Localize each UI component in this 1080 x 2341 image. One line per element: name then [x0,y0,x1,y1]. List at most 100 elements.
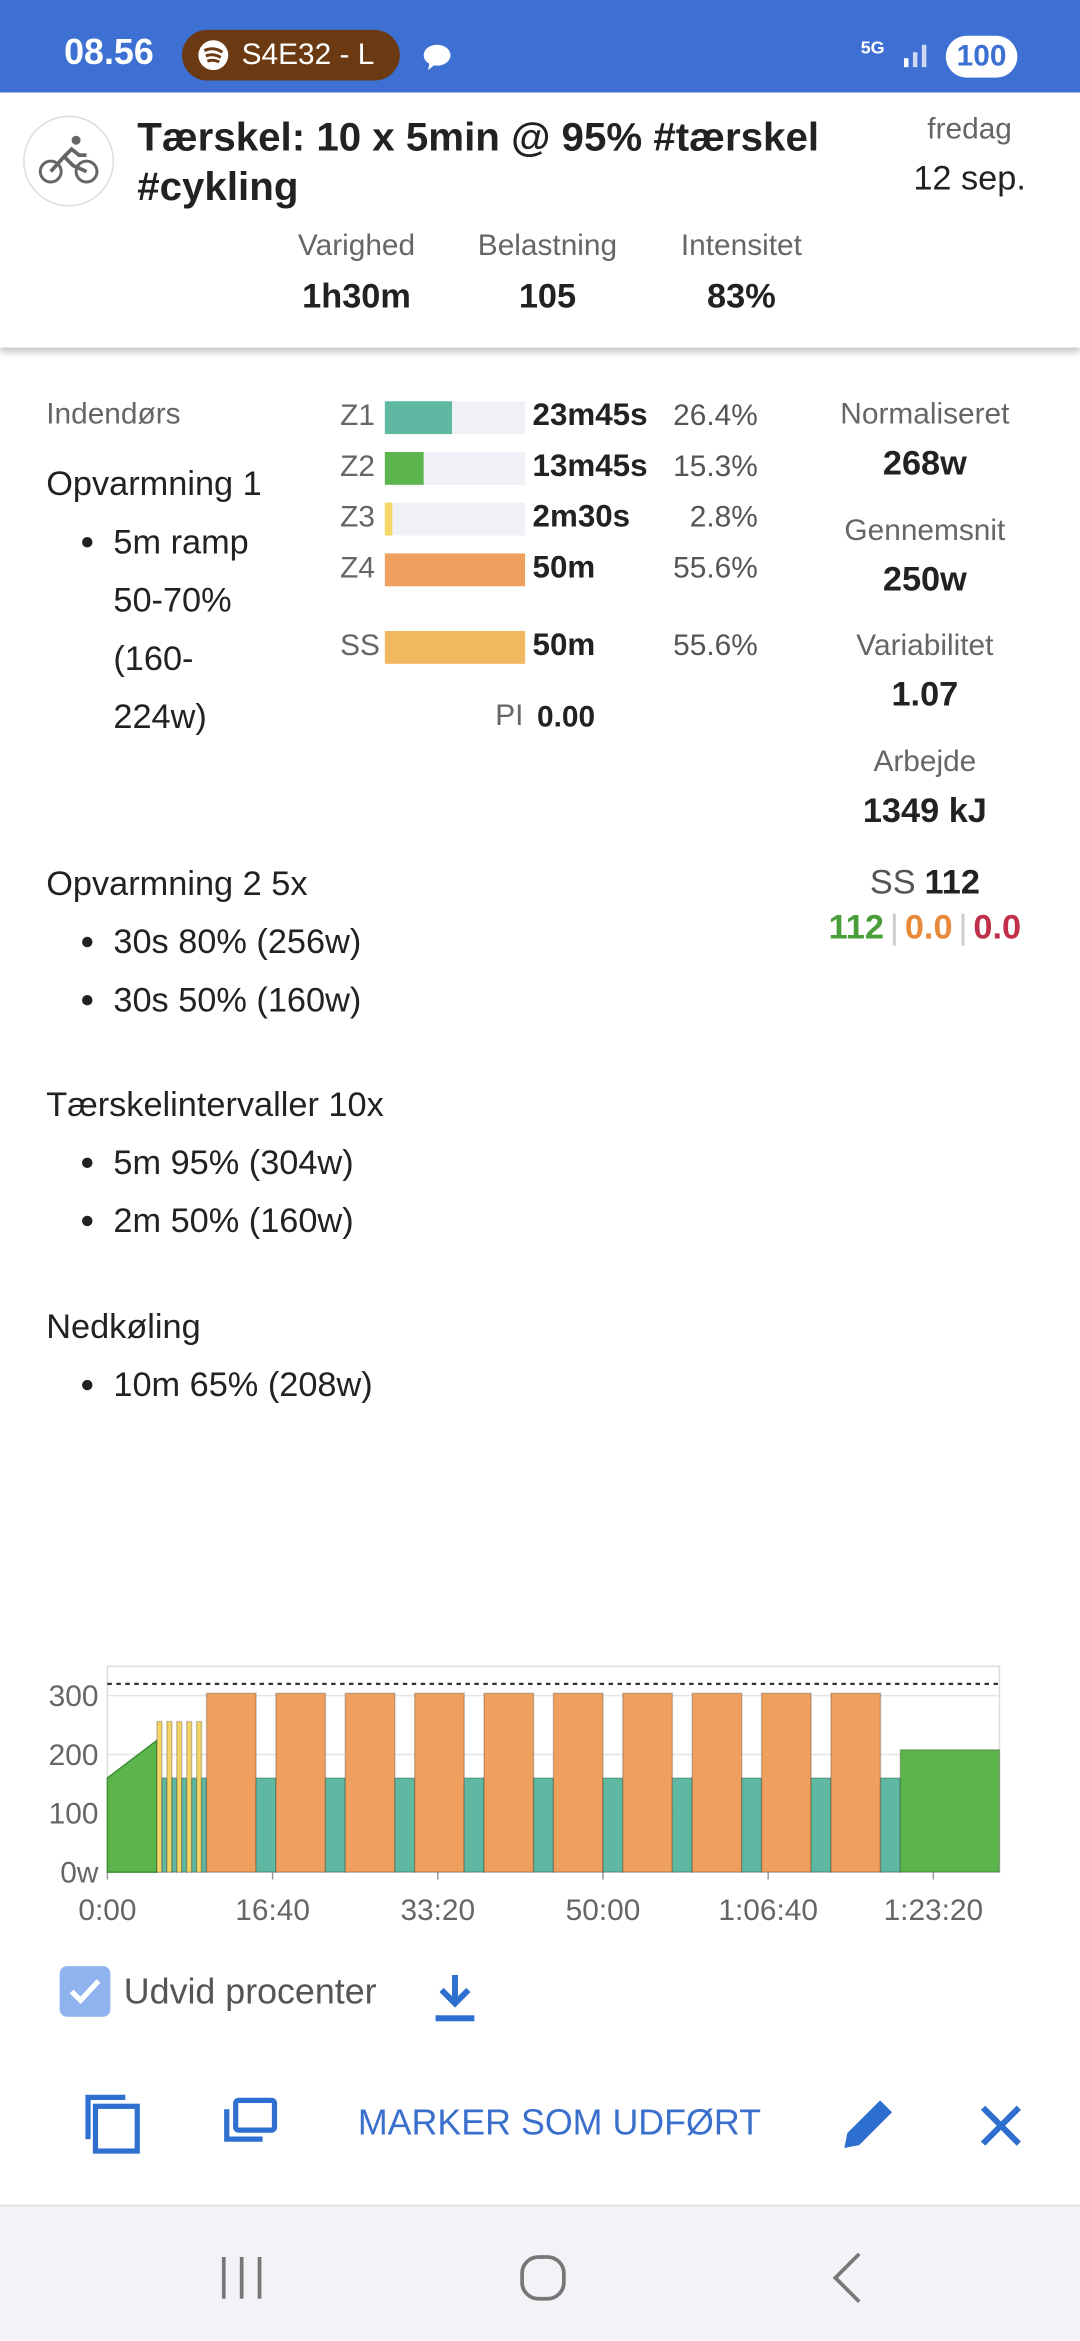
workout-title: Tærskel: 10 x 5min @ 95% #tærskel #cykli… [137,114,820,209]
section-title: Tærskelintervaller 10x [46,1084,384,1124]
section-title: Opvarmning 1 [46,463,262,503]
zone-name: Z3 [340,501,375,535]
pi-value: 0.00 [537,701,596,734]
zone-name: SS [340,629,380,663]
zone-time: 50m [532,628,596,663]
power-ramp [106,1738,158,1873]
zone-bar [384,451,424,485]
stat-label: Intensitet [680,229,802,263]
step: 5m 95% (304w) [113,1134,643,1192]
y-tick-label: 0w [60,1857,99,1890]
zone-percent: 26.4% [673,399,758,433]
stress-label: SS [869,862,916,901]
section: Opvarmning 1 5m ramp 50-70% (160-224w) [46,455,307,746]
duplicate-button[interactable] [218,2088,284,2154]
section: Tærskelintervaller 10x 5m 95% (304w)2m 50… [46,1076,643,1251]
stress-score: SS 112 [870,862,980,902]
chat-icon [423,44,451,71]
section: Opvarmning 2 5x 30s 80% (256w)30s 50% (16… [46,855,643,1030]
y-tick-label: 300 [49,1680,99,1713]
stat-value: 83% [707,275,776,315]
stress-part: 0.0 [904,906,953,946]
zone-time: 23m45s [532,398,648,433]
download-button[interactable] [433,1972,478,2026]
home-button[interactable] [513,2248,573,2308]
stat-label: Belastning [477,229,618,263]
nav-bar [0,2204,1080,2341]
location: Indendørs [46,398,181,432]
zone-bar [384,502,392,536]
stress-value: 112 [924,862,980,901]
power-block [324,1777,347,1873]
power-block [899,1749,1001,1873]
zone-name: Z4 [340,551,375,585]
pi-label: PI [495,699,524,733]
x-tick-label: 1:06:40 [718,1894,818,1927]
power-block [205,1692,257,1873]
zone-percent: 55.6% [673,629,758,663]
zone-name: Z1 [340,399,375,433]
power-block [161,1777,168,1873]
media-pill[interactable]: S4E32 - L [181,29,400,81]
expand-checkbox[interactable] [59,1966,111,2017]
step-list: 10m 65% (208w) [46,1356,643,1414]
step: 5m ramp 50-70% (160-224w) [113,513,280,746]
power-chart: 0w 100 200 300 0:00 16:40 33:20 50:00 1:06:40 1:2… [49,1665,1001,1927]
copy-button[interactable] [81,2091,147,2157]
separator: | [958,906,968,946]
zone-percent: 55.6% [673,551,758,585]
power-block [176,1720,183,1873]
separator: | [889,906,899,946]
stat-value: 1h30m [302,275,411,315]
metric-label: Gennemsnit [844,513,1006,547]
power-block [622,1692,674,1873]
y-tick-label: 100 [49,1798,99,1831]
check-icon [69,1979,101,2005]
power-block [760,1692,812,1873]
y-tick-label: 200 [49,1739,99,1772]
x-tick-label: 16:40 [235,1894,310,1927]
zone-time: 13m45s [532,449,648,484]
power-block [740,1777,763,1873]
recents-button[interactable] [212,2248,272,2308]
power-block [532,1777,555,1873]
zone-percent: 15.3% [673,450,758,484]
metric-label: Normaliseret [840,398,1010,432]
step: 30s 50% (160w) [113,971,643,1029]
section-title: Opvarmning 2 5x [46,863,308,903]
mark-done-button[interactable]: MARKER SOM UDFØRT [357,2103,761,2144]
signal-icon [903,44,927,68]
media-title: S4E32 - L [241,38,375,72]
back-button[interactable] [817,2248,877,2308]
zone-time: 2m30s [532,499,631,535]
power-block [810,1777,832,1873]
zone-time: 50m [532,550,596,585]
edit-button[interactable] [835,2091,901,2157]
expand-label[interactable]: Udvid procenter [123,1972,377,2013]
x-tick-label: 33:20 [400,1894,475,1927]
sport-icon [23,115,115,207]
stat-label: Varighed [297,229,416,263]
x-tick-label: 0:00 [78,1894,136,1927]
step-list: 5m ramp 50-70% (160-224w) [46,513,280,746]
power-block [879,1777,902,1873]
header: Tærskel: 10 x 5min @ 95% #tærskel #cykli… [0,92,1080,348]
metric-value: 1.07 [891,674,959,714]
metric-value: 1349 kJ [862,789,987,829]
close-button[interactable] [971,2096,1031,2156]
power-block [463,1777,485,1873]
step: 30s 80% (256w) [113,913,643,971]
spotify-icon [198,40,229,71]
section: Nedkøling 10m 65% (208w) [46,1298,643,1414]
step-list: 30s 80% (256w)30s 50% (160w) [46,913,643,1029]
power-block [691,1692,743,1873]
power-block [275,1692,327,1873]
stress-part: 112 [828,906,884,946]
zone-bar [384,401,452,435]
status-bar: 08.56 S4E32 - L 5G 100 [0,0,1080,93]
stress-split: 112 | 0.0 | 0.0 [829,907,1022,947]
power-block [552,1692,604,1873]
step-list: 5m 95% (304w)2m 50% (160w) [46,1134,643,1250]
power-block [483,1692,535,1873]
